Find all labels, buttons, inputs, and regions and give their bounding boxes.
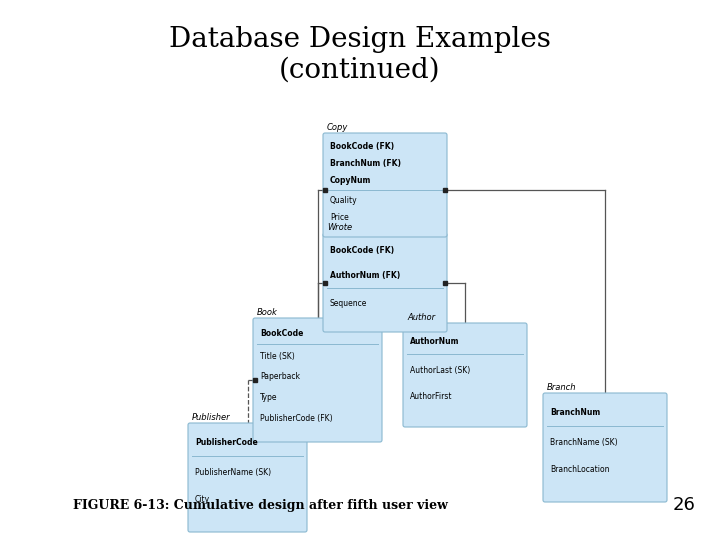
Text: BookCode (FK): BookCode (FK) [330,142,394,151]
Text: BookCode: BookCode [260,329,303,338]
Text: BranchNum: BranchNum [550,408,600,417]
Text: Wrote: Wrote [327,223,352,232]
Text: Price: Price [330,213,348,222]
Text: PublisherCode: PublisherCode [195,438,258,447]
Text: Sequence: Sequence [330,299,367,307]
Text: CopyNum: CopyNum [330,177,372,185]
Text: Database Design Examples
(continued): Database Design Examples (continued) [169,26,551,84]
Text: BranchLocation: BranchLocation [550,465,610,474]
Text: Type: Type [260,393,277,402]
Text: 26: 26 [672,496,695,514]
Text: BranchNum (FK): BranchNum (FK) [330,159,401,168]
Text: Quality: Quality [330,195,358,205]
FancyBboxPatch shape [403,323,527,427]
Text: Author: Author [407,313,435,322]
FancyBboxPatch shape [253,318,382,442]
Text: AuthorFirst: AuthorFirst [410,392,452,401]
Text: Copy: Copy [327,123,348,132]
Text: FIGURE 6-13: Cumulative design after fifth user view: FIGURE 6-13: Cumulative design after fif… [73,498,447,511]
Text: BookCode (FK): BookCode (FK) [330,246,394,255]
Text: AuthorNum: AuthorNum [410,337,459,346]
FancyBboxPatch shape [188,423,307,532]
Text: AuthorNum (FK): AuthorNum (FK) [330,271,400,280]
Text: AuthorLast (SK): AuthorLast (SK) [410,366,470,375]
Text: BranchName (SK): BranchName (SK) [550,438,618,447]
Text: Book: Book [257,308,278,317]
FancyBboxPatch shape [543,393,667,502]
Text: Title (SK): Title (SK) [260,352,294,361]
FancyBboxPatch shape [323,133,447,237]
Text: Paperback: Paperback [260,372,300,381]
Text: PublisherName (SK): PublisherName (SK) [195,468,271,477]
Text: PublisherCode (FK): PublisherCode (FK) [260,414,333,423]
Text: City: City [195,495,210,504]
FancyBboxPatch shape [323,233,447,332]
Text: Publisher: Publisher [192,413,230,422]
Text: Branch: Branch [547,383,577,392]
